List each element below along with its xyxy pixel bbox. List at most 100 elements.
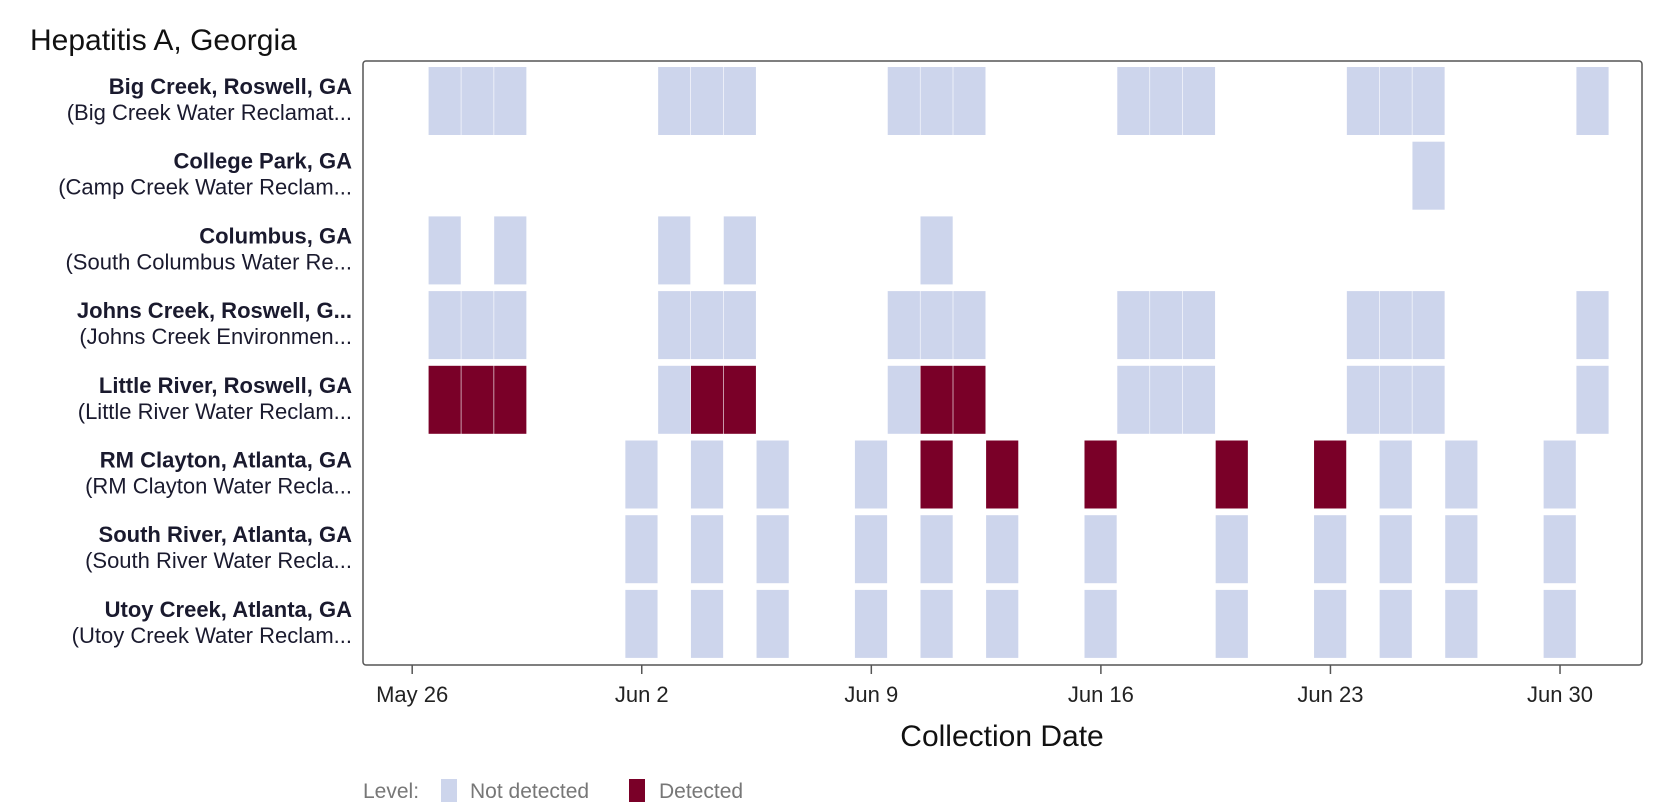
heatmap-cell [494,291,527,360]
heatmap-cell [494,67,527,135]
heatmap-cell [1379,67,1412,135]
heatmap-cell [494,216,527,285]
heatmap-cell [428,365,461,434]
heatmap-cell [1379,440,1412,509]
heatmap-cell [1215,440,1248,509]
heatmap-cell [887,67,920,135]
x-tick-label: Jun 16 [1068,682,1134,707]
x-tick-label: Jun 23 [1297,682,1363,707]
heatmap-cell [1445,440,1478,509]
heatmap-cell [1182,291,1216,360]
heatmap-cell [1412,291,1445,360]
heatmap-cell [1117,365,1150,434]
heatmap-cell [690,440,724,509]
legend-item-not-detected: Not detected [470,780,589,803]
row-label-site: Little River, Roswell, GA [99,373,352,398]
heatmap-cell [625,515,658,584]
heatmap-cell [723,365,756,434]
heatmap-cell [920,365,953,434]
heatmap-cells [428,67,1609,658]
heatmap-cell [658,365,691,434]
heatmap-cell [920,440,953,509]
row-label-facility: (Big Creek Water Reclamat... [67,100,352,125]
heatmap-cell [1215,515,1248,584]
heatmap-cell [1215,589,1248,658]
heatmap-cell [723,67,756,135]
heatmap-cell [854,440,888,509]
heatmap-cell [1314,440,1347,509]
legend-swatch-detected [629,779,645,802]
heatmap-cell [690,67,724,135]
heatmap-cell [428,67,461,135]
heatmap-cell [1412,365,1445,434]
row-label-site: Big Creek, Roswell, GA [109,74,352,99]
heatmap-cell [1576,67,1609,135]
heatmap-cell [1084,589,1117,658]
heatmap-cell [920,291,953,360]
heatmap-cell [953,291,986,360]
heatmap-cell [690,291,724,360]
heatmap-cell [1150,67,1183,135]
heatmap-cell [953,67,986,135]
heatmap-cell [756,515,789,584]
heatmap-cell [625,589,658,658]
row-label-facility: (Little River Water Reclam... [78,399,352,424]
heatmap-cell [986,515,1019,584]
x-axis-title: Collection Date [900,720,1103,753]
row-label-site: Utoy Creek, Atlanta, GA [105,597,352,622]
heatmap-cell [1379,365,1412,434]
heatmap-cell [756,589,789,658]
heatmap-cell [658,216,691,285]
row-label-site: Columbus, GA [199,223,352,248]
heatmap-cell [920,589,953,658]
heatmap-cell [690,365,724,434]
heatmap-cell [1576,365,1609,434]
x-tick-label: Jun 9 [844,682,898,707]
heatmap-cell [1182,365,1216,434]
heatmap-cell [1445,589,1478,658]
heatmap-cell [461,365,494,434]
x-tick-label: May 26 [376,682,448,707]
heatmap-cell [986,589,1019,658]
heatmap-cell [1379,515,1412,584]
heatmap-cell [461,67,494,135]
row-label-facility: (Utoy Creek Water Reclam... [72,623,352,648]
heatmap-cell [690,589,724,658]
row-label-facility: (RM Clayton Water Recla... [85,474,352,499]
heatmap-cell [690,515,724,584]
row-label-facility: (South Columbus Water Re... [65,249,352,274]
heatmap-cell [1346,365,1380,434]
legend-swatch-not-detected [441,779,457,802]
heatmap-cell [887,291,920,360]
heatmap-cell [461,291,494,360]
heatmap-cell [1117,291,1150,360]
chart-title: Hepatitis A, Georgia [30,24,297,57]
heatmap-cell [494,365,527,434]
row-label-facility: (Camp Creek Water Reclam... [58,175,352,200]
row-label-site: Johns Creek, Roswell, G... [77,298,352,323]
heatmap-cell [1117,67,1150,135]
row-label-site: South River, Atlanta, GA [99,522,353,547]
heatmap-cell [1182,67,1216,135]
heatmap-cell [723,216,756,285]
legend: Level: Not detected Detected [363,779,743,803]
heatmap-cell [854,515,888,584]
row-labels: Big Creek, Roswell, GA(Big Creek Water R… [58,74,352,648]
heatmap-cell [887,365,920,434]
heatmap-cell [658,67,691,135]
legend-item-detected: Detected [659,780,743,803]
x-tick-label: Jun 2 [615,682,669,707]
heatmap-cell [723,291,756,360]
heatmap-cell [1346,67,1380,135]
heatmap-cell [920,216,953,285]
heatmap-cell [1543,515,1576,584]
heatmap-cell [1379,291,1412,360]
heatmap-cell [1412,141,1445,210]
heatmap-cell [428,216,461,285]
legend-label: Level: [363,780,419,803]
heatmap-cell [1379,589,1412,658]
row-label-facility: (Johns Creek Environmen... [79,324,352,349]
row-label-site: RM Clayton, Atlanta, GA [100,448,352,473]
heatmap-cell [1084,440,1117,509]
heatmap-cell [1445,515,1478,584]
